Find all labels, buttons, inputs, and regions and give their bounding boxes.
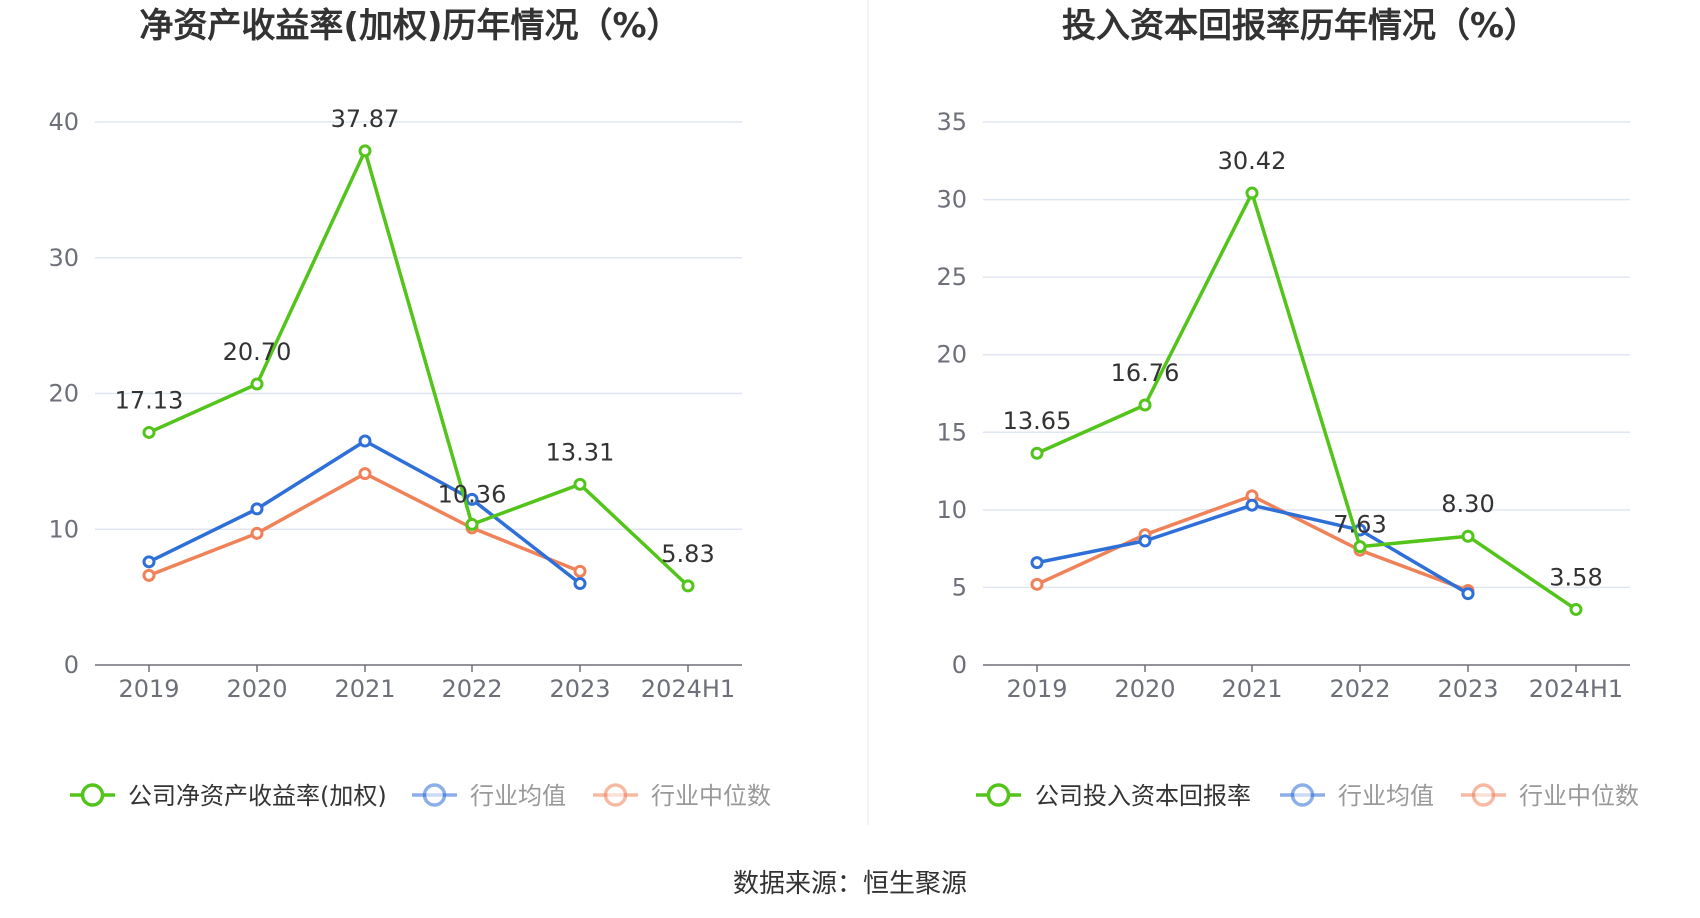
data-point [358,144,372,158]
x-tick-label: 2020 [226,675,287,703]
data-label: 7.63 [1333,511,1386,539]
data-label: 16.76 [1111,359,1180,387]
x-tick-label: 2022 [1329,675,1390,703]
legend-label: 行业均值 [1338,782,1434,810]
legend-label: 行业均值 [470,782,566,810]
data-point [142,568,156,582]
legend-swatch-marker [986,783,1011,807]
y-tick-label: 20 [936,341,967,369]
data-point [1461,529,1475,543]
x-tick-label: 2024H1 [1529,675,1623,703]
y-tick-label: 15 [936,418,967,446]
data-point [1030,446,1044,460]
legend-swatch-marker [603,783,628,807]
data-point [142,425,156,439]
data-label: 3.58 [1549,563,1602,591]
x-tick-label: 2023 [549,675,610,703]
data-point [250,526,264,540]
y-tick-label: 25 [936,263,967,291]
x-tick-label: 2019 [1006,675,1067,703]
data-point [573,564,587,578]
series-line-2 [148,471,581,578]
y-tick-label: 0 [952,651,967,679]
y-tick-label: 30 [936,186,967,214]
legend-swatch-marker [80,783,105,807]
data-point [573,477,587,491]
data-point [1353,540,1367,554]
x-tick-label: 2024H1 [641,675,735,703]
data-point [1030,577,1044,591]
data-point [1138,534,1152,548]
legend-label: 公司净资产收益率(加权) [128,782,387,810]
data-point [1030,556,1044,570]
data-label: 13.31 [546,438,615,466]
x-tick-label: 2021 [334,675,395,703]
data-point [465,517,479,531]
y-tick-label: 0 [64,651,79,679]
y-tick-label: 30 [48,244,79,272]
data-label: 17.13 [115,386,184,414]
data-label: 5.83 [661,540,714,568]
data-point [1138,398,1152,412]
legend-label: 行业中位数 [651,782,771,810]
data-point [573,577,587,591]
data-point [250,502,264,516]
roe-chart: 净资产收益率(加权)历年情况（%） 0 10 20 30 40 2019 2020 2021 20… [48,6,771,810]
data-point [1461,587,1475,601]
data-point [142,555,156,569]
chart-title: 投入资本回报率历年情况（%） [1062,6,1538,46]
data-point [1245,498,1259,512]
data-point [250,377,264,391]
series-line-1 [148,439,582,585]
data-point [681,579,695,593]
data-point [358,434,372,448]
chart-title: 净资产收益率(加权)历年情况（%） [139,6,680,46]
x-tick-label: 2019 [118,675,179,703]
data-label: 10.36 [438,480,507,508]
data-label: 20.70 [223,338,292,366]
data-point [1245,186,1259,200]
legend-label: 公司投入资本回报率 [1035,782,1251,810]
data-point [358,467,372,481]
y-tick-label: 20 [48,380,79,408]
x-tick-label: 2023 [1437,675,1498,703]
series-line-0 [1036,191,1577,611]
y-tick-label: 10 [48,515,79,543]
x-tick-label: 2020 [1114,675,1175,703]
roic-chart: 投入资本回报率历年情况（%） 0 5 10 15 20 25 30 35 2019 2020 2021… [936,6,1639,810]
series-line-0 [148,149,690,588]
x-tick-label: 2022 [441,675,502,703]
data-point [1569,602,1583,616]
legend-swatch-marker [1290,783,1315,807]
data-label: 13.65 [1003,407,1072,435]
legend-label: 行业中位数 [1519,782,1639,810]
data-label: 37.87 [331,105,400,133]
legend-swatch-marker [1471,783,1496,807]
data-point [465,492,479,506]
legend-swatch-marker [422,783,447,807]
y-tick-label: 40 [48,108,79,136]
y-tick-label: 5 [952,573,967,601]
y-tick-label: 10 [936,496,967,524]
y-tick-label: 35 [936,108,967,136]
x-tick-label: 2021 [1221,675,1282,703]
data-label: 30.42 [1218,147,1287,175]
data-label: 8.30 [1441,490,1494,518]
series-line-1 [1036,503,1469,596]
source-note: 数据来源：恒生聚源 [733,869,967,899]
